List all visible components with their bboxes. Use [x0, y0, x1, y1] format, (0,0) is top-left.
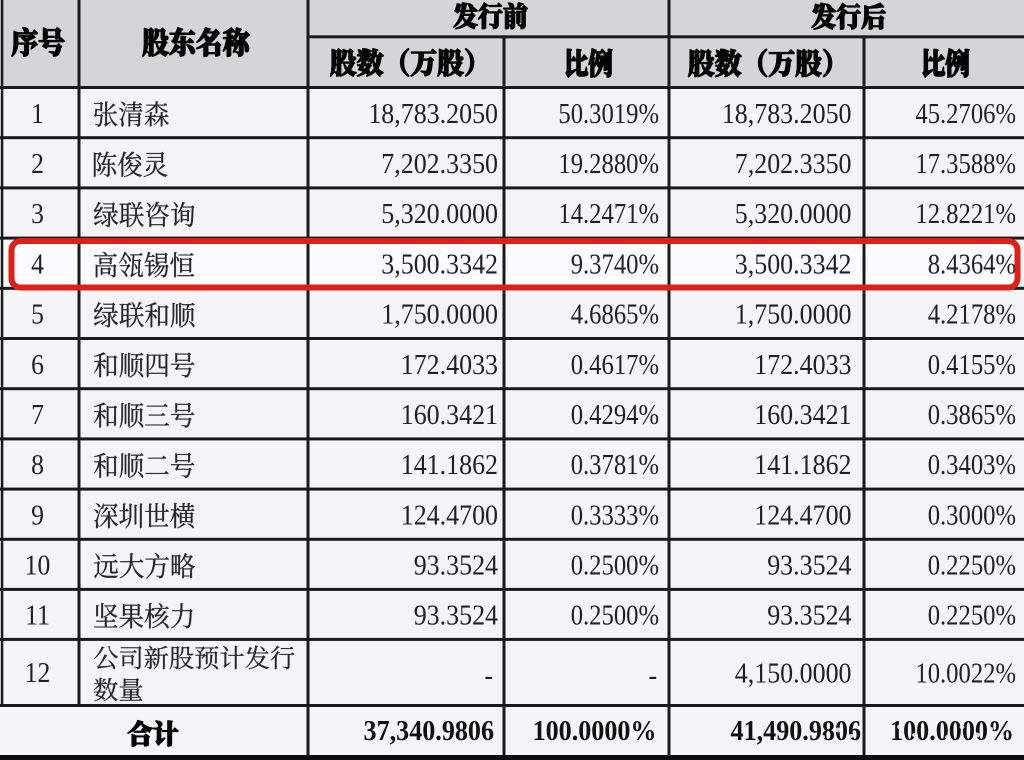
- svg-text:18,783.2050: 18,783.2050: [368, 96, 498, 129]
- svg-text:0.4294%: 0.4294%: [571, 398, 659, 430]
- svg-text:-: -: [484, 659, 493, 691]
- svg-text:18,783.2050: 18,783.2050: [722, 96, 852, 129]
- svg-text:93.3524: 93.3524: [414, 548, 499, 581]
- svg-text:0.2250%: 0.2250%: [928, 549, 1016, 581]
- svg-text:9.3740%: 9.3740%: [571, 247, 659, 279]
- svg-text:3: 3: [31, 198, 44, 230]
- svg-text:172.4033: 172.4033: [401, 347, 498, 380]
- svg-text:19.2880%: 19.2880%: [558, 147, 659, 179]
- svg-text:50.3019%: 50.3019%: [558, 97, 659, 129]
- svg-text:8: 8: [31, 449, 44, 481]
- svg-text:5,320.0000: 5,320.0000: [381, 197, 498, 230]
- svg-text:5: 5: [31, 298, 44, 330]
- svg-text:160.3421: 160.3421: [401, 398, 498, 431]
- svg-text:172.4033: 172.4033: [754, 347, 851, 380]
- svg-text:4.2178%: 4.2178%: [928, 298, 1016, 330]
- svg-text:17.3588%: 17.3588%: [915, 147, 1016, 179]
- svg-text:0.2250%: 0.2250%: [928, 599, 1016, 631]
- svg-text:12: 12: [25, 656, 51, 688]
- svg-text:1,750.0000: 1,750.0000: [735, 297, 852, 330]
- svg-text:10: 10: [25, 549, 51, 581]
- svg-text:5,320.0000: 5,320.0000: [735, 197, 852, 230]
- svg-text:8.4364%: 8.4364%: [928, 247, 1016, 279]
- svg-text:0.2500%: 0.2500%: [571, 549, 659, 581]
- svg-text:0.3333%: 0.3333%: [571, 499, 659, 531]
- svg-text:3,500.3342: 3,500.3342: [381, 247, 498, 280]
- svg-text:93.3524: 93.3524: [414, 598, 499, 631]
- svg-text:1: 1: [31, 97, 44, 129]
- svg-text:0.3781%: 0.3781%: [571, 448, 659, 480]
- svg-text:7: 7: [31, 398, 44, 430]
- svg-text:6: 6: [31, 348, 44, 380]
- svg-text:12.8221%: 12.8221%: [915, 197, 1016, 229]
- svg-text:4.6865%: 4.6865%: [571, 298, 659, 330]
- svg-text:4,150.0000: 4,150.0000: [735, 656, 852, 689]
- svg-text:45.2706%: 45.2706%: [915, 97, 1016, 129]
- svg-text:1,750.0000: 1,750.0000: [381, 297, 498, 330]
- svg-text:93.3524: 93.3524: [767, 548, 852, 581]
- svg-text:10.0022%: 10.0022%: [915, 657, 1016, 689]
- svg-text:-: -: [648, 659, 657, 691]
- svg-text:41,490.9806: 41,490.9806: [731, 714, 861, 747]
- svg-text:124.4700: 124.4700: [754, 498, 851, 531]
- svg-text:0.3000%: 0.3000%: [928, 499, 1016, 531]
- svg-text:124.4700: 124.4700: [401, 498, 498, 531]
- svg-text:100.0000%: 100.0000%: [890, 714, 1014, 747]
- svg-text:0.3403%: 0.3403%: [928, 448, 1016, 480]
- svg-text:4: 4: [31, 248, 44, 280]
- svg-text:2: 2: [31, 148, 44, 180]
- svg-text:0.4617%: 0.4617%: [571, 348, 659, 380]
- svg-text:0.3865%: 0.3865%: [928, 398, 1016, 430]
- svg-text:0.2500%: 0.2500%: [571, 599, 659, 631]
- svg-text:7,202.3350: 7,202.3350: [381, 147, 498, 180]
- svg-text:0.4155%: 0.4155%: [928, 348, 1016, 380]
- svg-text:141.1862: 141.1862: [401, 448, 498, 481]
- svg-text:3,500.3342: 3,500.3342: [735, 247, 852, 280]
- svg-text:14.2471%: 14.2471%: [558, 197, 659, 229]
- svg-text:11: 11: [25, 599, 50, 631]
- svg-text:160.3421: 160.3421: [754, 398, 851, 431]
- svg-text:7,202.3350: 7,202.3350: [735, 147, 852, 180]
- svg-text:37,340.9806: 37,340.9806: [364, 714, 494, 747]
- svg-text:9: 9: [31, 499, 44, 531]
- svg-text:93.3524: 93.3524: [767, 598, 852, 631]
- svg-text:141.1862: 141.1862: [754, 448, 851, 481]
- svg-text:100.0000%: 100.0000%: [533, 714, 657, 747]
